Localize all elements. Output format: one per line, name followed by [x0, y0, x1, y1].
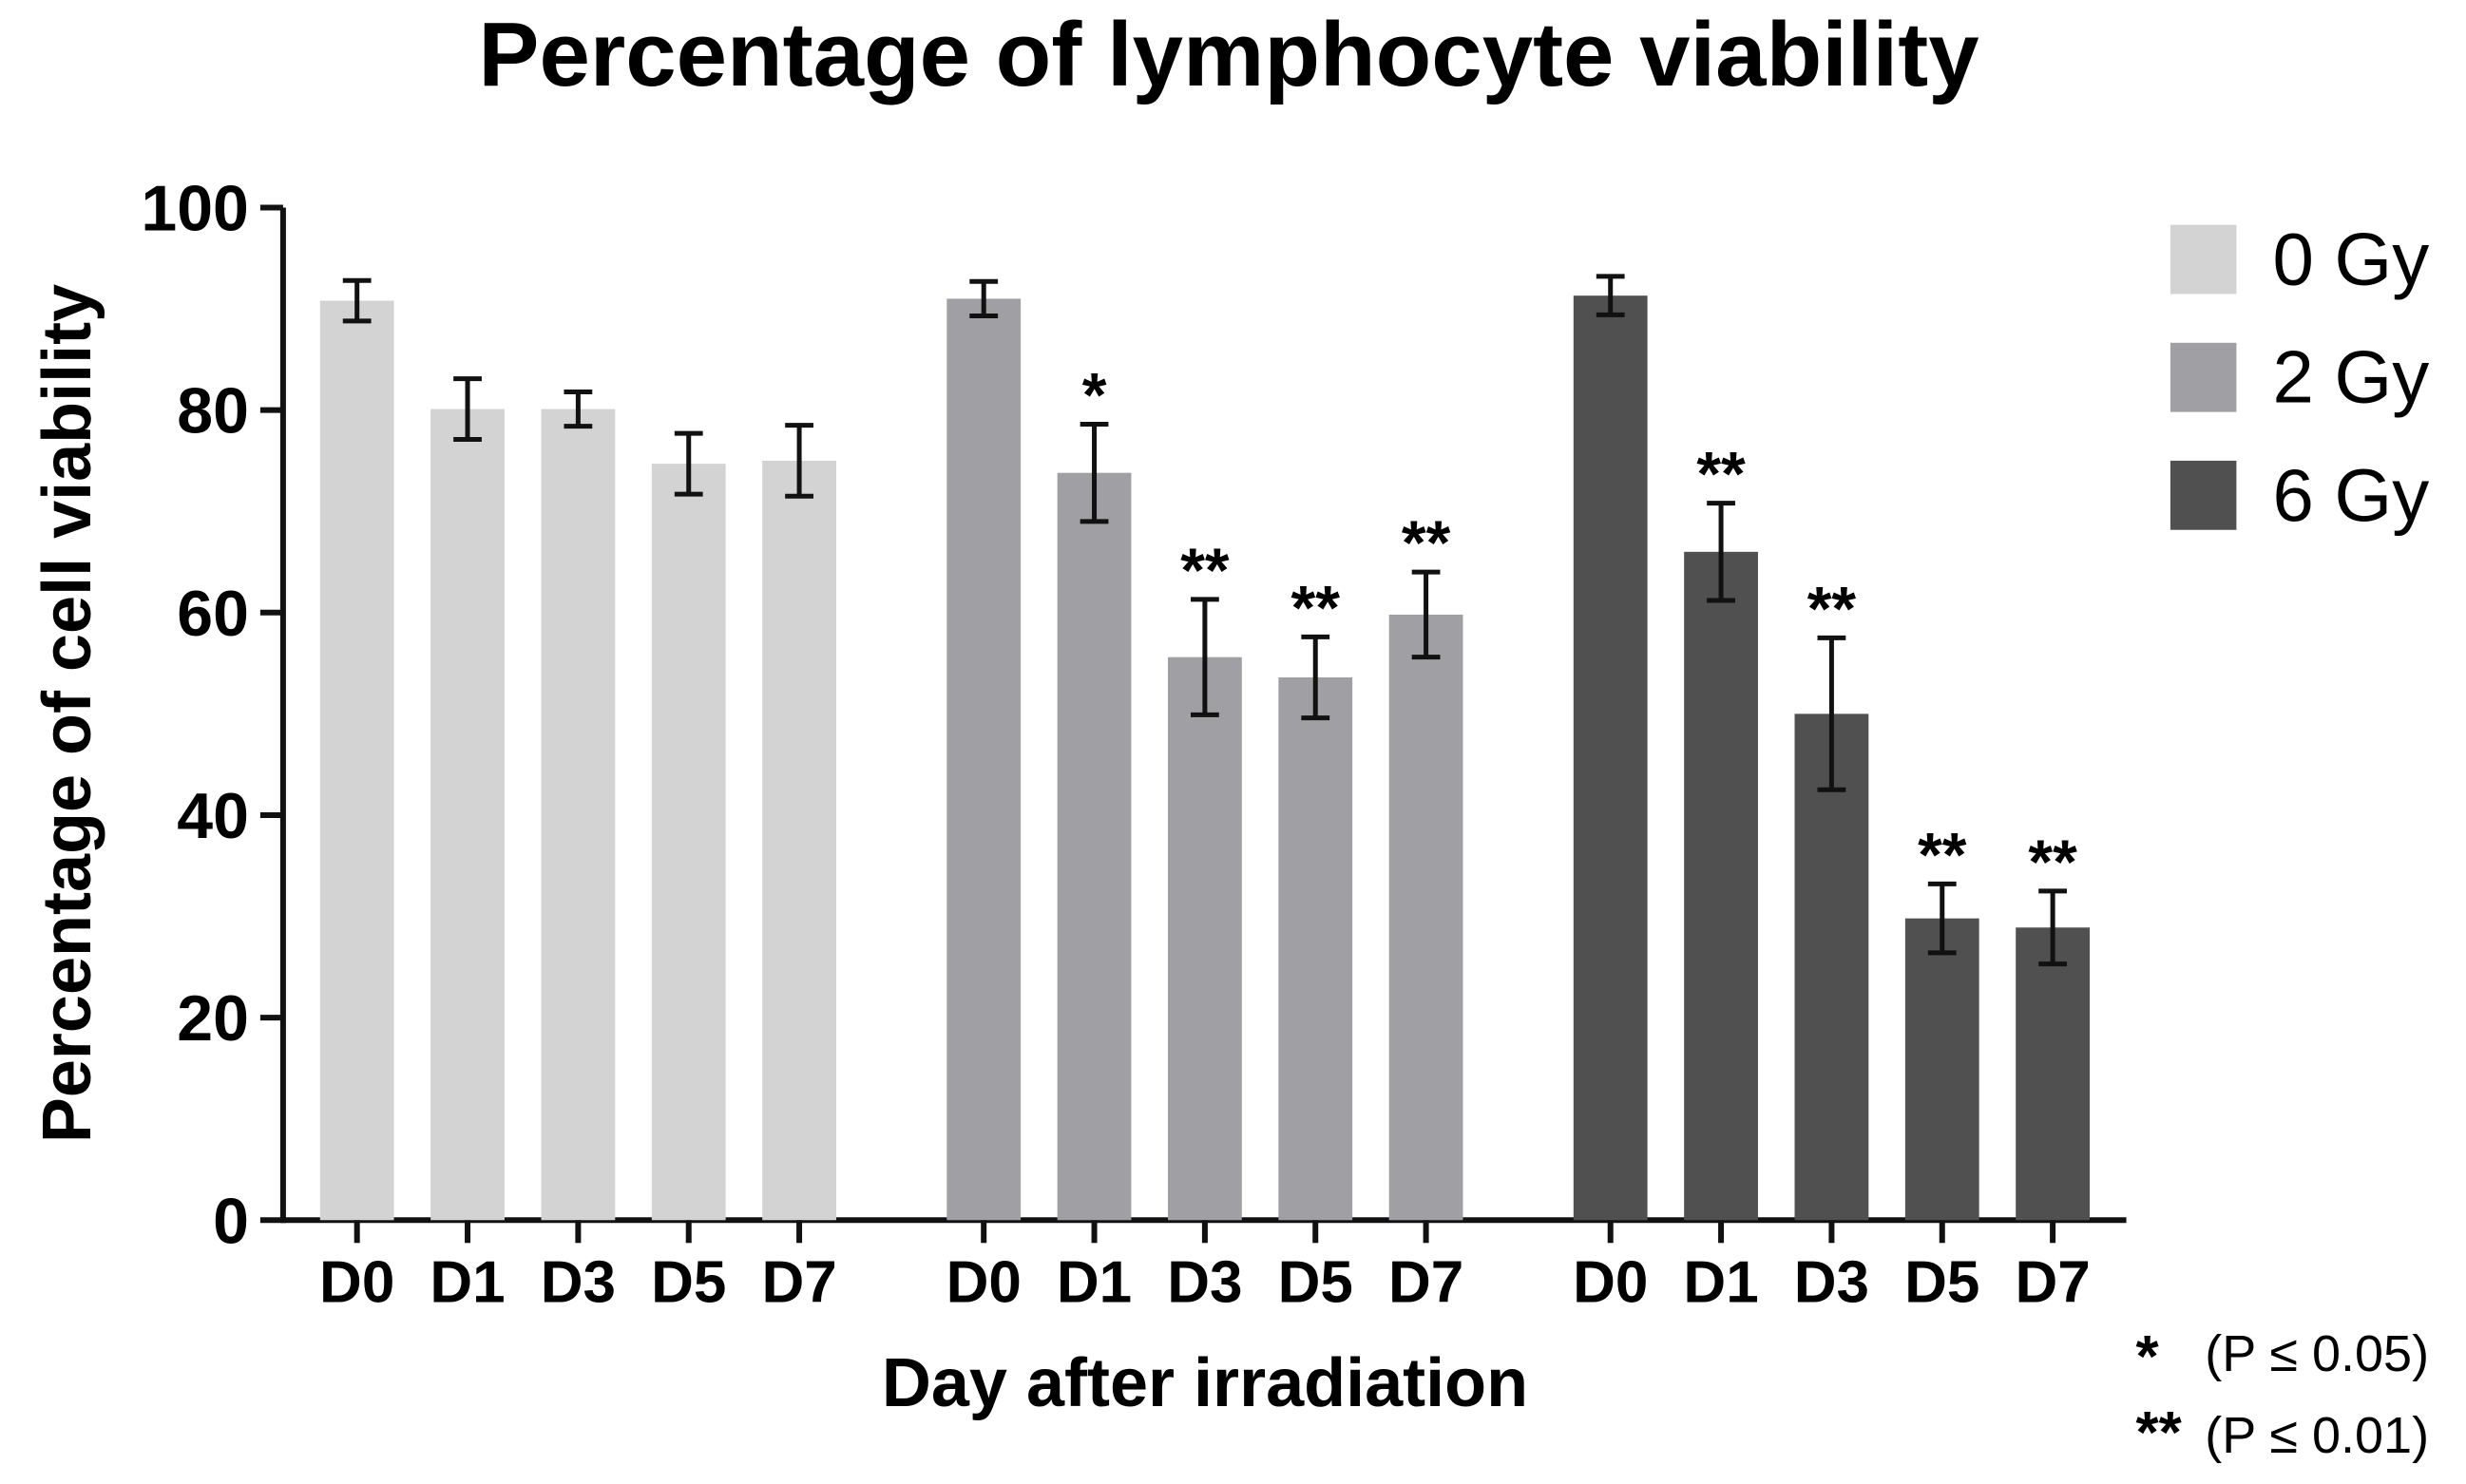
significance-label: **: [1807, 573, 1857, 643]
significance-label: **: [2028, 827, 2077, 897]
footnote-symbol: *: [2135, 1324, 2159, 1390]
x-tick-label: D5: [651, 1249, 726, 1315]
error-bar: [342, 277, 372, 324]
x-tick-label: D1: [1057, 1249, 1132, 1315]
error-bar: [1191, 597, 1219, 717]
footnote-symbol: **: [2135, 1400, 2182, 1466]
x-tick-label: D3: [1794, 1249, 1869, 1315]
chart-title: Percentage of lymphocyte viability: [478, 4, 1979, 105]
x-tick-label: D0: [946, 1249, 1022, 1315]
legend-label: 2 Gy: [2272, 335, 2429, 419]
legend-swatch: [2170, 342, 2237, 412]
x-tick-label: D3: [1167, 1249, 1242, 1315]
error-bar: [564, 389, 593, 429]
bar: [1904, 918, 1979, 1221]
bar: [1278, 677, 1353, 1221]
bar: [1573, 295, 1648, 1221]
bar: [1168, 656, 1242, 1221]
bar: [2016, 927, 2090, 1221]
error-bar: [2038, 888, 2068, 967]
error-bar: [1080, 422, 1109, 524]
bar: [1057, 472, 1132, 1221]
x-tick-label: D5: [1904, 1249, 1979, 1315]
x-tick-label: D7: [761, 1249, 836, 1315]
error-bar: [1301, 634, 1330, 721]
error-bar: [1927, 881, 1957, 956]
error-bar: [453, 376, 482, 443]
bar: [762, 460, 836, 1221]
error-bar: [1707, 501, 1735, 603]
x-tick-label: D7: [2015, 1249, 2090, 1315]
error-bar: [969, 278, 999, 319]
x-tick-label: D0: [319, 1249, 394, 1315]
x-tick-label: D1: [1683, 1249, 1758, 1315]
error-bar: [1411, 569, 1441, 660]
significance-label: *: [1082, 360, 1107, 430]
y-tick-label: 20: [177, 982, 249, 1055]
significance-label: **: [1402, 507, 1451, 578]
y-tick-label: 60: [177, 578, 249, 650]
y-axis-title: Percentage of cell viability: [29, 284, 105, 1143]
y-tick-label: 40: [177, 780, 249, 852]
x-tick-label: D7: [1388, 1249, 1463, 1315]
error-bar: [674, 430, 703, 497]
error-bar: [785, 423, 813, 499]
legend-label: 6 Gy: [2272, 453, 2429, 537]
significance-label: **: [1696, 439, 1746, 509]
y-tick-label: 100: [141, 172, 248, 244]
bar: [430, 409, 505, 1221]
legend-label: 0 Gy: [2272, 218, 2429, 301]
y-tick-label: 0: [213, 1185, 249, 1257]
y-tick-label: 80: [177, 375, 249, 447]
error-bar: [1596, 274, 1625, 317]
footnote-text: (P ≤ 0.01): [2205, 1407, 2429, 1464]
bar: [946, 298, 1022, 1221]
bar: [541, 409, 616, 1221]
bar: [1684, 551, 1758, 1221]
error-bar: [1817, 635, 1846, 792]
x-tick-label: D1: [430, 1249, 505, 1315]
significance-label: **: [1918, 819, 1967, 889]
significance-label: **: [1180, 535, 1230, 605]
bar: [1388, 614, 1463, 1221]
bar: [651, 464, 726, 1221]
legend-swatch: [2170, 224, 2237, 295]
bar: [1794, 713, 1869, 1221]
legend-swatch: [2170, 460, 2237, 530]
x-axis-title: Day after irradiation: [882, 1345, 1528, 1421]
x-tick-label: D3: [541, 1249, 616, 1315]
x-tick-label: D0: [1573, 1249, 1648, 1315]
x-tick-label: D5: [1278, 1249, 1353, 1315]
bar: [319, 300, 394, 1221]
footnote-text: (P ≤ 0.05): [2205, 1325, 2429, 1382]
significance-label: **: [1291, 572, 1341, 642]
